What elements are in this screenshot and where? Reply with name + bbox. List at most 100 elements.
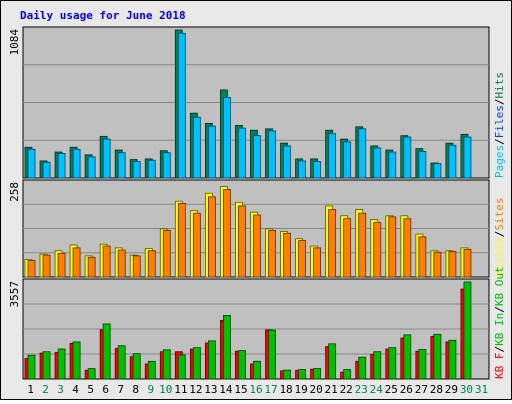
bar-pages-day-18 — [283, 145, 291, 179]
x-tick-label: 8 — [132, 383, 139, 396]
bar-sites-day-30 — [463, 248, 472, 278]
bar-sites-day-10 — [162, 229, 171, 278]
bar-pages-day-25 — [388, 151, 397, 179]
bar-pages-day-30 — [463, 136, 472, 179]
bar-kb-in-day-18 — [283, 369, 291, 380]
x-tick-label: 18 — [279, 383, 292, 396]
bar-sites-day-21 — [328, 209, 337, 278]
bar-sites-day-9 — [147, 250, 156, 278]
x-tick-label: 24 — [370, 383, 384, 396]
legend-entry: / — [493, 138, 506, 145]
bar-pages-day-12 — [192, 116, 201, 179]
bar-kb-in-day-12 — [192, 347, 201, 380]
legend-entry: / — [493, 346, 506, 353]
bar-sites-day-29 — [448, 251, 457, 278]
bar-sites-day-12 — [192, 212, 201, 278]
bar-pages-day-5 — [87, 156, 96, 179]
bar-pages-day-16 — [253, 135, 261, 179]
bar-sites-day-19 — [298, 240, 306, 278]
x-tick-label: 14 — [219, 383, 233, 396]
bar-pages-day-19 — [298, 160, 306, 179]
x-tick-label: 27 — [415, 383, 428, 396]
x-tick-label: 15 — [234, 383, 247, 396]
legend-entry: KB In — [493, 313, 506, 346]
bar-pages-day-17 — [268, 130, 276, 179]
bar-kb-in-day-14 — [223, 315, 231, 380]
panel-ymax-label: 258 — [8, 182, 21, 202]
bar-kb-in-day-27 — [418, 349, 427, 380]
x-tick-label: 19 — [294, 383, 307, 396]
bar-pages-day-21 — [328, 133, 337, 179]
panel-ymax-label: 3557 — [8, 281, 21, 308]
x-tick-label: 2 — [42, 383, 49, 396]
legend-entry: KB F — [493, 353, 506, 380]
bar-kb-in-day-23 — [358, 356, 367, 380]
bar-kb-in-day-25 — [388, 347, 397, 380]
bar-kb-in-day-20 — [313, 368, 322, 380]
legend-entry: Visits — [493, 237, 506, 277]
bar-kb-in-day-19 — [298, 369, 306, 380]
x-tick-label: 28 — [430, 383, 443, 396]
bar-kb-in-day-10 — [162, 349, 171, 380]
bar-kb-in-day-16 — [253, 360, 261, 380]
bar-sites-day-16 — [253, 214, 261, 278]
bar-pages-day-2 — [42, 161, 51, 179]
bar-sites-day-18 — [283, 232, 291, 278]
bar-kb-in-day-8 — [132, 353, 141, 380]
x-tick-label: 1 — [27, 383, 34, 396]
bar-sites-day-15 — [238, 205, 246, 278]
bar-sites-day-14 — [223, 189, 231, 278]
legend-entry: Sites — [493, 198, 506, 231]
bar-kb-in-day-2 — [42, 351, 51, 380]
bar-kb-in-day-26 — [403, 334, 412, 380]
x-tick-label: 20 — [310, 383, 323, 396]
bar-kb-in-day-21 — [328, 343, 337, 380]
bar-sites-day-3 — [57, 252, 66, 278]
x-tick-label: 31 — [475, 383, 488, 396]
x-tick-label: 13 — [204, 383, 217, 396]
x-tick-label: 29 — [445, 383, 458, 396]
chart-title: Daily usage for June 2018 — [20, 9, 186, 22]
bar-pages-day-1 — [27, 148, 36, 179]
legend-entry: / — [493, 231, 506, 238]
legend-entry: / — [493, 99, 506, 106]
x-tick-label: 9 — [147, 383, 154, 396]
bar-pages-day-27 — [418, 150, 427, 179]
legend-entry: KB Out — [493, 266, 506, 306]
bar-sites-day-8 — [132, 255, 141, 278]
bar-pages-day-28 — [433, 163, 442, 179]
bar-pages-day-13 — [207, 125, 216, 179]
bar-pages-day-4 — [72, 148, 81, 179]
bar-kb-in-day-11 — [177, 354, 186, 380]
bar-sites-day-6 — [102, 245, 111, 278]
bar-sites-day-24 — [373, 221, 382, 278]
bar-pages-day-9 — [147, 159, 156, 179]
bar-pages-day-24 — [373, 147, 382, 179]
panel-ymax-label: 1084 — [8, 29, 21, 56]
bar-pages-day-6 — [102, 138, 111, 179]
bar-sites-day-27 — [418, 236, 427, 278]
bar-sites-day-1 — [27, 260, 36, 278]
x-tick-label: 25 — [385, 383, 398, 396]
x-tick-label: 12 — [189, 383, 202, 396]
x-tick-label: 21 — [325, 383, 338, 396]
panel-visits-sites: 258 Visits/Sites — [8, 179, 506, 278]
bar-pages-day-14 — [223, 97, 231, 179]
panel-legend: Visits/Sites — [493, 198, 506, 278]
legend-entry: Pages — [493, 145, 506, 178]
bar-kb-in-day-29 — [448, 339, 457, 380]
x-tick-label: 30 — [460, 383, 473, 396]
bar-kb-in-day-22 — [343, 369, 352, 380]
bar-pages-day-7 — [117, 152, 126, 179]
x-tick-label: 17 — [264, 383, 277, 396]
bar-kb-in-day-9 — [147, 360, 156, 380]
bar-kb-in-day-5 — [87, 368, 96, 380]
panel-legend: KB F/KB In/KB Out — [493, 266, 506, 379]
x-tick-label: 4 — [72, 383, 79, 396]
bar-pages-day-8 — [132, 161, 141, 179]
bar-kb-in-day-28 — [433, 333, 442, 380]
legend-entry: Hits — [493, 72, 506, 99]
bar-sites-day-11 — [177, 203, 186, 278]
